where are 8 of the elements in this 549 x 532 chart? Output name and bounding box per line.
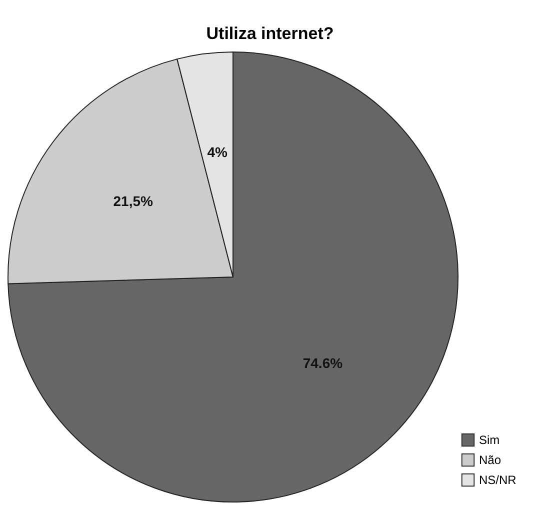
legend-label: Sim — [479, 433, 500, 447]
chart-title: Utiliza internet? — [206, 24, 334, 43]
data-label: 4% — [207, 144, 228, 160]
legend-label: NS/NR — [479, 473, 517, 487]
legend-label: Não — [479, 453, 502, 467]
data-label: 74.6% — [302, 355, 344, 372]
pie-slice — [8, 52, 458, 502]
data-label: 21,5% — [113, 192, 154, 209]
